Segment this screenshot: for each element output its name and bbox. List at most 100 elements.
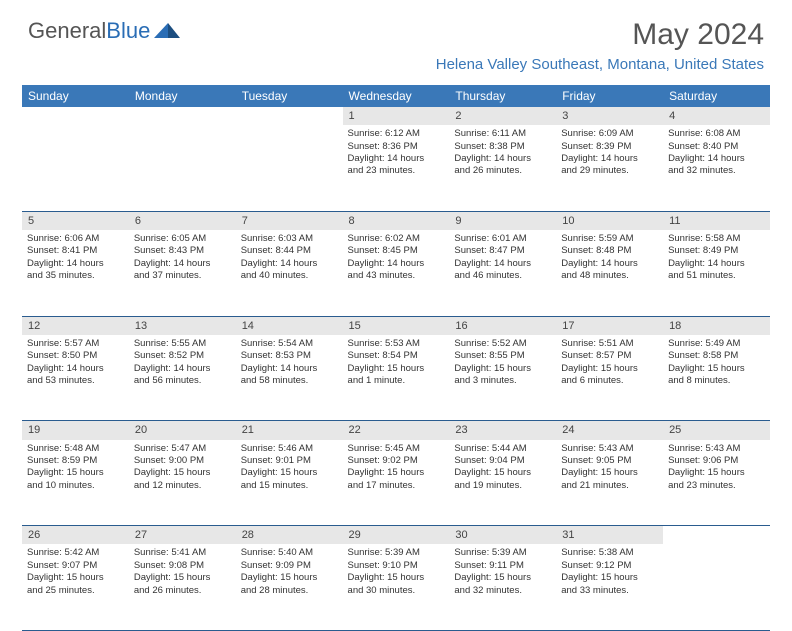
daylight-line-1: Daylight: 15 hours: [668, 363, 765, 375]
daylight-line-1: Daylight: 15 hours: [561, 572, 658, 584]
day-number-cell: 28: [236, 526, 343, 545]
empty-cell: [129, 125, 236, 211]
daylight-line-2: and 32 minutes.: [454, 585, 551, 597]
sunset-line: Sunset: 8:54 PM: [348, 350, 445, 362]
day-number-cell: 20: [129, 421, 236, 440]
day-cell: Sunrise: 5:52 AMSunset: 8:55 PMDaylight:…: [449, 335, 556, 421]
sunset-line: Sunset: 9:00 PM: [134, 455, 231, 467]
calendar-table: SundayMondayTuesdayWednesdayThursdayFrid…: [22, 85, 770, 631]
day-cell: Sunrise: 5:44 AMSunset: 9:04 PMDaylight:…: [449, 440, 556, 526]
day-number-cell: 8: [343, 211, 450, 230]
day-cell: Sunrise: 5:39 AMSunset: 9:11 PMDaylight:…: [449, 544, 556, 630]
daylight-line-2: and 29 minutes.: [561, 165, 658, 177]
week-content-row: Sunrise: 6:12 AMSunset: 8:36 PMDaylight:…: [22, 125, 770, 211]
day-cell: Sunrise: 5:41 AMSunset: 9:08 PMDaylight:…: [129, 544, 236, 630]
sunset-line: Sunset: 9:05 PM: [561, 455, 658, 467]
sunrise-line: Sunrise: 6:05 AM: [134, 233, 231, 245]
day-cell: Sunrise: 5:40 AMSunset: 9:09 PMDaylight:…: [236, 544, 343, 630]
daylight-line-1: Daylight: 14 hours: [27, 258, 124, 270]
day-number-cell: 21: [236, 421, 343, 440]
day-number-cell: 29: [343, 526, 450, 545]
day-cell: Sunrise: 5:55 AMSunset: 8:52 PMDaylight:…: [129, 335, 236, 421]
day-cell: Sunrise: 5:42 AMSunset: 9:07 PMDaylight:…: [22, 544, 129, 630]
calendar-body: 1234Sunrise: 6:12 AMSunset: 8:36 PMDayli…: [22, 107, 770, 630]
day-cell: Sunrise: 5:45 AMSunset: 9:02 PMDaylight:…: [343, 440, 450, 526]
sunrise-line: Sunrise: 5:54 AM: [241, 338, 338, 350]
sunset-line: Sunset: 8:55 PM: [454, 350, 551, 362]
day-cell: Sunrise: 5:58 AMSunset: 8:49 PMDaylight:…: [663, 230, 770, 316]
daylight-line-2: and 37 minutes.: [134, 270, 231, 282]
empty-cell: [236, 125, 343, 211]
sunrise-line: Sunrise: 5:55 AM: [134, 338, 231, 350]
daylight-line-1: Daylight: 14 hours: [348, 153, 445, 165]
day-cell: Sunrise: 6:08 AMSunset: 8:40 PMDaylight:…: [663, 125, 770, 211]
sunrise-line: Sunrise: 5:53 AM: [348, 338, 445, 350]
day-number-cell: 1: [343, 107, 450, 125]
sunrise-line: Sunrise: 5:39 AM: [454, 547, 551, 559]
sunset-line: Sunset: 9:01 PM: [241, 455, 338, 467]
empty-daynum-cell: [663, 526, 770, 545]
daylight-line-2: and 26 minutes.: [134, 585, 231, 597]
sunrise-line: Sunrise: 6:09 AM: [561, 128, 658, 140]
sunset-line: Sunset: 9:09 PM: [241, 560, 338, 572]
daylight-line-1: Daylight: 14 hours: [561, 153, 658, 165]
day-cell: Sunrise: 5:53 AMSunset: 8:54 PMDaylight:…: [343, 335, 450, 421]
daylight-line-1: Daylight: 15 hours: [348, 467, 445, 479]
empty-daynum-cell: [22, 107, 129, 125]
daylight-line-1: Daylight: 15 hours: [454, 363, 551, 375]
day-cell: Sunrise: 5:48 AMSunset: 8:59 PMDaylight:…: [22, 440, 129, 526]
day-cell: Sunrise: 5:57 AMSunset: 8:50 PMDaylight:…: [22, 335, 129, 421]
sunrise-line: Sunrise: 5:49 AM: [668, 338, 765, 350]
daylight-line-1: Daylight: 14 hours: [454, 258, 551, 270]
header: GeneralBlue May 2024 Helena Valley South…: [0, 0, 792, 77]
week-content-row: Sunrise: 5:42 AMSunset: 9:07 PMDaylight:…: [22, 544, 770, 630]
daylight-line-2: and 25 minutes.: [27, 585, 124, 597]
daylight-line-2: and 10 minutes.: [27, 480, 124, 492]
day-cell: Sunrise: 6:09 AMSunset: 8:39 PMDaylight:…: [556, 125, 663, 211]
daylight-line-1: Daylight: 14 hours: [668, 153, 765, 165]
sunset-line: Sunset: 9:02 PM: [348, 455, 445, 467]
day-number-cell: 19: [22, 421, 129, 440]
title-block: May 2024 Helena Valley Southeast, Montan…: [436, 18, 764, 73]
daylight-line-2: and 21 minutes.: [561, 480, 658, 492]
daylight-line-2: and 23 minutes.: [668, 480, 765, 492]
logo-word1: General: [28, 18, 106, 43]
daylight-line-2: and 43 minutes.: [348, 270, 445, 282]
week-content-row: Sunrise: 6:06 AMSunset: 8:41 PMDaylight:…: [22, 230, 770, 316]
daylight-line-2: and 56 minutes.: [134, 375, 231, 387]
day-number-cell: 16: [449, 316, 556, 335]
sunset-line: Sunset: 9:04 PM: [454, 455, 551, 467]
daylight-line-2: and 8 minutes.: [668, 375, 765, 387]
day-number-cell: 15: [343, 316, 450, 335]
daylight-line-1: Daylight: 15 hours: [241, 467, 338, 479]
daylight-line-2: and 15 minutes.: [241, 480, 338, 492]
sunrise-line: Sunrise: 5:45 AM: [348, 443, 445, 455]
day-number-row: 262728293031: [22, 526, 770, 545]
day-number-row: 19202122232425: [22, 421, 770, 440]
day-cell: Sunrise: 6:03 AMSunset: 8:44 PMDaylight:…: [236, 230, 343, 316]
daylight-line-2: and 46 minutes.: [454, 270, 551, 282]
daylight-line-1: Daylight: 14 hours: [561, 258, 658, 270]
sunrise-line: Sunrise: 5:57 AM: [27, 338, 124, 350]
location-label: Helena Valley Southeast, Montana, United…: [436, 56, 764, 73]
day-number-cell: 13: [129, 316, 236, 335]
daylight-line-1: Daylight: 15 hours: [241, 572, 338, 584]
sunset-line: Sunset: 8:50 PM: [27, 350, 124, 362]
day-cell: Sunrise: 5:38 AMSunset: 9:12 PMDaylight:…: [556, 544, 663, 630]
daylight-line-1: Daylight: 15 hours: [134, 467, 231, 479]
logo-word2: Blue: [106, 18, 150, 43]
sunrise-line: Sunrise: 5:59 AM: [561, 233, 658, 245]
sunrise-line: Sunrise: 6:01 AM: [454, 233, 551, 245]
sunset-line: Sunset: 9:06 PM: [668, 455, 765, 467]
sunrise-line: Sunrise: 6:11 AM: [454, 128, 551, 140]
day-cell: Sunrise: 5:43 AMSunset: 9:06 PMDaylight:…: [663, 440, 770, 526]
page-title: May 2024: [436, 18, 764, 52]
daylight-line-2: and 53 minutes.: [27, 375, 124, 387]
daylight-line-1: Daylight: 14 hours: [134, 363, 231, 375]
day-cell: Sunrise: 5:51 AMSunset: 8:57 PMDaylight:…: [556, 335, 663, 421]
day-number-cell: 3: [556, 107, 663, 125]
day-cell: Sunrise: 6:11 AMSunset: 8:38 PMDaylight:…: [449, 125, 556, 211]
daylight-line-1: Daylight: 14 hours: [454, 153, 551, 165]
sunset-line: Sunset: 8:41 PM: [27, 245, 124, 257]
day-number-cell: 30: [449, 526, 556, 545]
